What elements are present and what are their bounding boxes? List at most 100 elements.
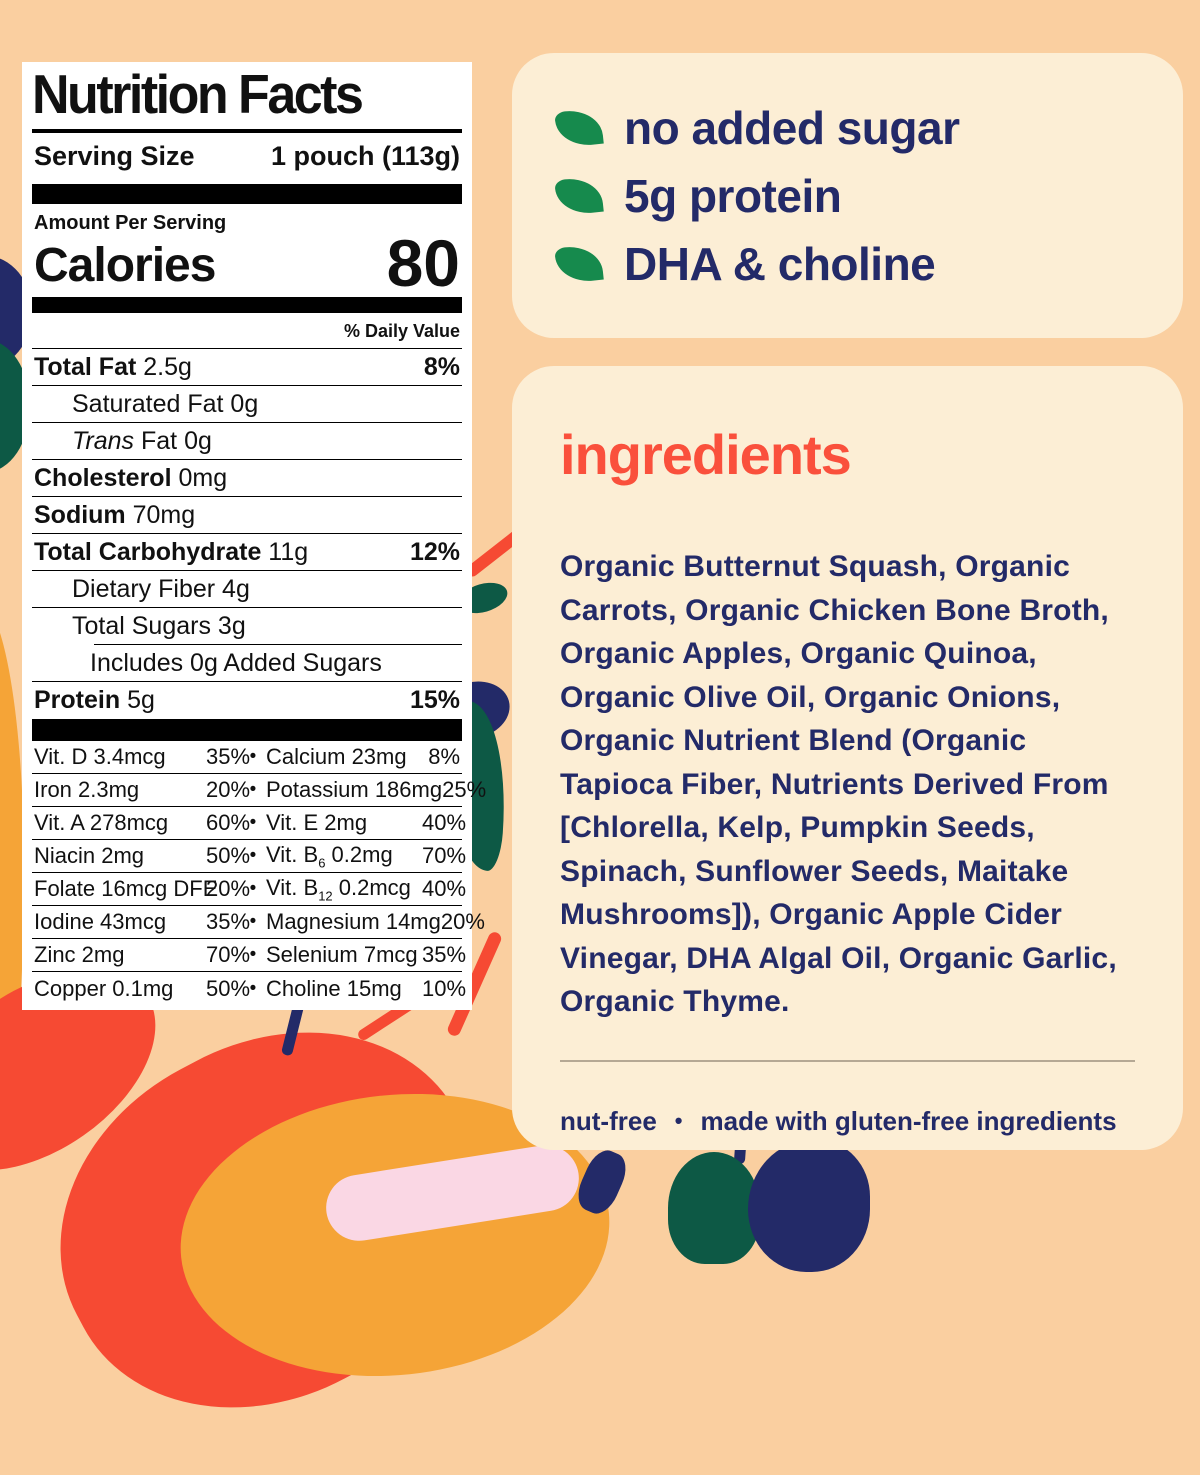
nutrient-daily-value: 12% xyxy=(409,537,460,566)
nutrient-row: Total Sugars 3g xyxy=(32,608,462,646)
benefit-text: 5g protein xyxy=(624,169,842,222)
micronutrient-daily-value: 40% xyxy=(422,810,467,836)
serving-size-label: Serving Size xyxy=(34,141,195,172)
micronutrient-daily-value: 8% xyxy=(428,744,460,770)
micronutrient-name: Folate 16mcg DFE xyxy=(34,876,218,902)
micronutrient-daily-value: 20% xyxy=(206,876,251,902)
benefit-item: DHA & choline xyxy=(554,237,1139,291)
ingredients-divider xyxy=(560,1059,1135,1062)
micronutrient-row: Copper 0.1mg 50% • Choline 15mg 10% xyxy=(32,972,466,1005)
micronutrient-row: Iodine 43mcg 35% • Magnesium 14mg 20% xyxy=(32,906,485,940)
ingredients-footnote: nut-free • made with gluten-free ingredi… xyxy=(560,1106,1135,1137)
benefit-item: 5g protein xyxy=(554,169,1139,223)
leaf-icon xyxy=(554,107,604,148)
footnote-dot: • xyxy=(674,1108,683,1133)
bullet-separator: • xyxy=(249,746,257,768)
nutrient-row: Dietary Fiber 4g xyxy=(32,571,462,609)
micronutrient-name: Vit. A 278mcg xyxy=(34,810,169,836)
nutrient-name: Total Sugars 3g xyxy=(72,612,246,641)
ingredients-card: ingredients Organic Butternut Squash, Or… xyxy=(512,366,1183,1150)
nutrient-row: Includes 0g Added Sugars xyxy=(32,645,462,683)
benefit-text: DHA & choline xyxy=(624,237,936,290)
micronutrient-daily-value: 20% xyxy=(206,777,251,803)
micronutrient-daily-value: 35% xyxy=(206,744,251,770)
nutrient-name: Trans Fat 0g xyxy=(72,426,212,455)
micronutrient-name: Vit. D 3.4mcg xyxy=(34,744,166,770)
bullet-separator: • xyxy=(249,911,257,933)
micronutrient-daily-value: 70% xyxy=(422,843,467,869)
footnote-nut-free: nut-free xyxy=(560,1105,657,1136)
nutrient-name: Sodium 70mg xyxy=(34,500,196,529)
benefit-text: no added sugar xyxy=(624,101,960,154)
micronutrient-daily-value: 20% xyxy=(440,909,485,935)
nutrient-row: Sodium 70mg xyxy=(32,497,462,535)
micronutrient-name: Copper 0.1mg xyxy=(34,975,174,1001)
daily-value-header: % Daily Value xyxy=(32,313,462,350)
micronutrient-name: Calcium 23mg xyxy=(266,744,407,770)
nutrient-rows: Total Fat 2.5g 8% Saturated Fat 0g Trans Fa… xyxy=(32,349,462,719)
nutrient-name: Dietary Fiber 4g xyxy=(72,574,250,603)
nutrient-row: Protein 5g 15% xyxy=(32,682,462,719)
serving-size-value: 1 pouch (113g) xyxy=(270,141,460,172)
micronutrient-name: Zinc 2mg xyxy=(34,942,125,968)
micronutrient-name: Iodine 43mcg xyxy=(34,909,167,935)
decor-apple-right-half xyxy=(748,1140,870,1272)
bullet-separator: • xyxy=(249,812,257,834)
nutrient-name: Total Fat 2.5g xyxy=(34,352,192,381)
micronutrient-daily-value: 70% xyxy=(206,942,251,968)
micronutrient-name: Magnesium 14mg xyxy=(266,909,441,935)
calories-label: Calories xyxy=(34,238,216,292)
nutrient-row: Trans Fat 0g xyxy=(32,423,462,461)
micronutrient-name: Iron 2.3mg xyxy=(34,777,140,803)
calories-row: Calories 80 xyxy=(34,226,460,301)
micronutrient-daily-value: 35% xyxy=(206,909,251,935)
micronutrient-name: Choline 15mg xyxy=(266,975,402,1001)
micronutrient-daily-value: 50% xyxy=(206,843,251,869)
micronutrient-name: Vit. E 2mg xyxy=(266,810,368,836)
nutrient-name: Includes 0g Added Sugars xyxy=(90,648,382,677)
bullet-separator: • xyxy=(249,845,257,867)
micronutrient-daily-value: 35% xyxy=(422,942,467,968)
micronutrient-row: Folate 16mcg DFE 20% • Vit. B12 0.2mcg 40% xyxy=(32,873,467,907)
nutrition-facts-label: Nutrition Facts Serving Size 1 pouch (11… xyxy=(22,62,486,1010)
micronutrient-daily-value: 40% xyxy=(422,876,467,902)
nutrient-name: Cholesterol 0mg xyxy=(34,463,228,492)
ingredients-body: Organic Butternut Squash, Organic Carrot… xyxy=(560,550,1117,1018)
micronutrient-row: Zinc 2mg 70% • Selenium 7mcg 35% xyxy=(32,939,467,973)
benefits-card: no added sugar 5g protein DHA & choline xyxy=(512,53,1183,338)
micronutrient-row: Vit. A 278mcg 60% • Vit. E 2mg 40% xyxy=(32,807,467,841)
bullet-separator: • xyxy=(249,977,257,999)
micronutrient-daily-value: 60% xyxy=(206,810,251,836)
nutrient-row: Saturated Fat 0g xyxy=(32,386,462,424)
divider-bar-micros xyxy=(32,719,462,742)
divider-bar-mid xyxy=(32,297,462,314)
decor-apple-left-half xyxy=(668,1152,760,1264)
micronutrient-name: Vit. B12 0.2mcg xyxy=(266,874,411,904)
nutrient-daily-value: 15% xyxy=(409,686,460,715)
bullet-separator: • xyxy=(249,779,257,801)
footnote-gluten-free: made with gluten-free ingredients xyxy=(700,1105,1117,1136)
title-rule xyxy=(32,129,462,134)
nutrient-name: Saturated Fat 0g xyxy=(72,389,259,418)
nutrient-daily-value: 8% xyxy=(423,352,460,381)
divider-bar-thick xyxy=(32,184,462,205)
benefit-item: no added sugar xyxy=(554,101,1139,155)
micronutrient-daily-value: 25% xyxy=(442,777,487,803)
micronutrient-row: Iron 2.3mg 20% • Potassium 186mg 25% xyxy=(32,774,486,808)
micronutrient-name: Selenium 7mcg xyxy=(266,942,418,968)
nutrient-name: Total Carbohydrate 11g xyxy=(34,537,309,566)
micronutrient-rows: Vit. D 3.4mcg 35% • Calcium 23mg 8% Iron 2.3m… xyxy=(32,741,486,1005)
nutrition-facts-title: Nutrition Facts xyxy=(32,64,364,126)
nutrient-row: Total Fat 2.5g 8% xyxy=(32,349,462,387)
nutrient-name: Protein 5g xyxy=(34,686,155,715)
bullet-separator: • xyxy=(249,878,257,900)
calories-value: 80 xyxy=(386,226,460,301)
leaf-icon xyxy=(554,175,604,216)
bullet-separator: • xyxy=(249,944,257,966)
micronutrient-daily-value: 50% xyxy=(206,975,251,1001)
micronutrient-name: Vit. B6 0.2mg xyxy=(266,841,393,871)
micronutrient-name: Niacin 2mg xyxy=(34,843,145,869)
nutrient-row: Total Carbohydrate 11g 12% xyxy=(32,534,462,572)
ingredients-heading: ingredients xyxy=(560,423,852,486)
micronutrient-row: Vit. D 3.4mcg 35% • Calcium 23mg 8% xyxy=(32,741,462,775)
